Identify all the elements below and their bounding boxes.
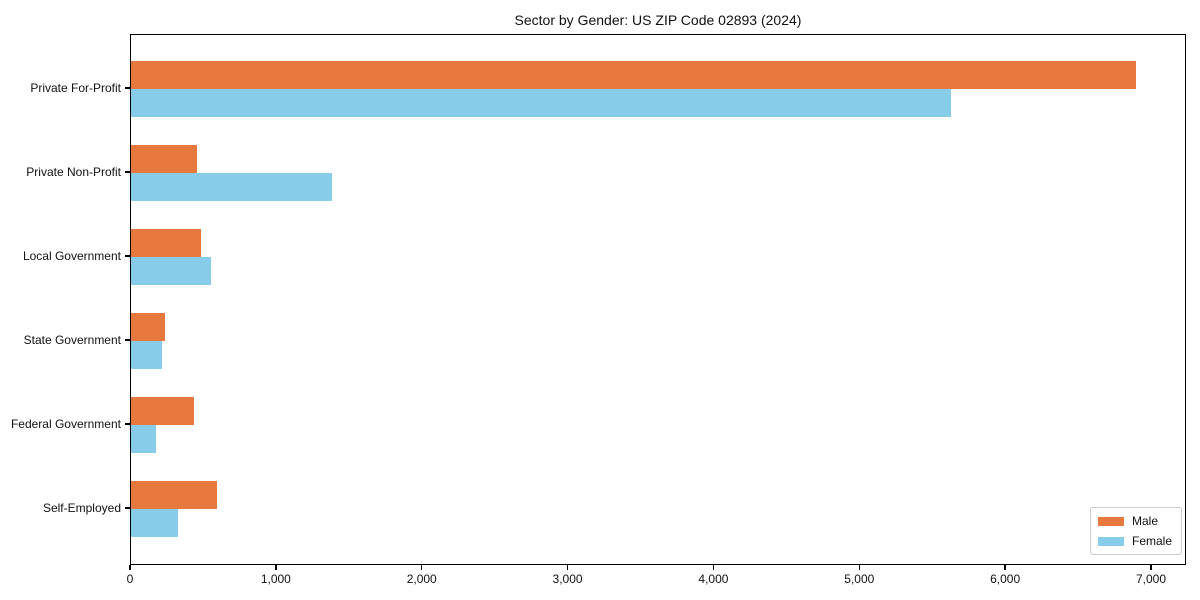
y-label-federal-government: Federal Government <box>10 417 121 431</box>
x-label-6-000: 6,000 <box>990 572 1021 586</box>
x-tick-4-000 <box>712 565 715 570</box>
chart-title: Sector by Gender: US ZIP Code 02893 (202… <box>514 12 802 28</box>
bar-male-self-employed <box>131 481 218 509</box>
y-tick-private-for-profit <box>125 87 130 89</box>
bar-male-private-non-profit <box>131 145 197 173</box>
x-label-7-000: 7,000 <box>1135 572 1166 586</box>
legend-label-male: Male <box>1131 514 1158 528</box>
y-label-private-non-profit: Private Non-Profit <box>26 165 121 179</box>
x-label-4-000: 4,000 <box>698 572 729 586</box>
x-tick-1-000 <box>275 565 277 570</box>
bar-female-private-for-profit <box>131 89 951 117</box>
x-tick-0 <box>129 565 131 570</box>
bars-layer <box>131 35 1185 564</box>
legend-label-female: Female <box>1131 534 1172 548</box>
legend-item-female: Female <box>1097 534 1172 548</box>
x-label-2-000: 2,000 <box>406 572 437 586</box>
y-label-self-employed: Self-Employed <box>42 501 121 515</box>
y-tick-federal-government <box>125 423 130 425</box>
x-tick-6-000 <box>1004 565 1006 570</box>
plot-area: Male Female <box>130 34 1186 565</box>
bar-female-state-government <box>131 341 162 369</box>
bar-male-federal-government <box>131 397 194 425</box>
y-tick-self-employed <box>125 507 130 509</box>
y-tick-local-government <box>125 255 130 257</box>
x-label-3-000: 3,000 <box>552 572 583 586</box>
x-tick-2-000 <box>421 565 423 570</box>
bar-female-self-employed <box>131 509 178 537</box>
bar-female-private-non-profit <box>131 173 332 201</box>
legend-swatch-female <box>1097 536 1124 546</box>
legend-swatch-male <box>1097 516 1124 526</box>
y-tick-state-government <box>125 339 130 341</box>
bar-male-private-for-profit <box>131 61 1136 89</box>
y-tick-private-non-profit <box>125 171 130 173</box>
y-label-private-for-profit: Private For-Profit <box>30 81 121 95</box>
bar-male-local-government <box>131 229 201 257</box>
x-tick-7-000 <box>1150 565 1152 570</box>
legend-item-male: Male <box>1097 514 1172 528</box>
x-label-1-000: 1,000 <box>260 572 291 586</box>
bar-male-state-government <box>131 313 166 341</box>
y-label-state-government: State Government <box>23 333 121 347</box>
x-tick-5-000 <box>858 565 860 570</box>
y-label-local-government: Local Government <box>22 249 121 263</box>
legend: Male Female <box>1089 507 1182 555</box>
x-label-0: 0 <box>126 572 134 586</box>
x-label-5-000: 5,000 <box>844 572 875 586</box>
bar-female-federal-government <box>131 425 156 453</box>
bar-female-local-government <box>131 257 212 285</box>
x-tick-3-000 <box>566 565 569 570</box>
